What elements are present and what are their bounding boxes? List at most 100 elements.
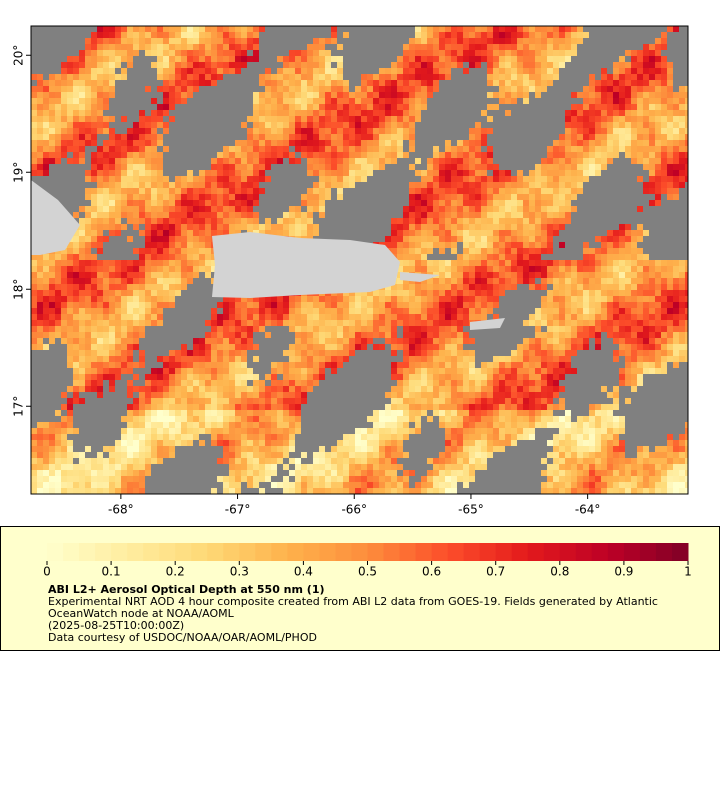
aod-cell: [421, 242, 427, 248]
aod-cell: [643, 110, 649, 116]
aod-cell: [523, 260, 529, 266]
aod-cell: [295, 230, 301, 236]
aod-cell: [67, 74, 73, 80]
aod-cell: [433, 170, 439, 176]
aod-cell: [73, 242, 79, 248]
aod-cell: [475, 182, 481, 188]
aod-cell: [331, 344, 337, 350]
aod-cell: [499, 254, 505, 260]
aod-cell: [79, 332, 85, 338]
aod-cell: [571, 122, 577, 128]
aod-cell: [511, 92, 517, 98]
aod-cell: [151, 98, 157, 104]
aod-cell: [325, 344, 331, 350]
aod-cell: [529, 38, 535, 44]
aod-cell: [481, 230, 487, 236]
aod-cell: [247, 314, 253, 320]
aod-cell: [427, 44, 433, 50]
aod-cell: [385, 284, 391, 290]
aod-cell: [301, 134, 307, 140]
aod-cell: [37, 74, 43, 80]
aod-cell: [301, 86, 307, 92]
aod-cell: [685, 266, 688, 272]
aod-cell: [613, 236, 619, 242]
aod-cell: [103, 104, 109, 110]
aod-cell: [319, 152, 325, 158]
aod-cell: [601, 410, 607, 416]
aod-cell: [223, 218, 229, 224]
aod-cell: [673, 182, 679, 188]
aod-cell: [31, 116, 37, 122]
aod-cell: [139, 32, 145, 38]
aod-cell: [223, 188, 229, 194]
aod-cell: [589, 116, 595, 122]
aod-cell: [571, 128, 577, 134]
aod-cell: [469, 296, 475, 302]
aod-cell: [595, 410, 601, 416]
aod-cell: [487, 224, 493, 230]
aod-cell: [541, 314, 547, 320]
aod-cell: [283, 308, 289, 314]
aod-cell: [451, 26, 457, 32]
aod-cell: [79, 74, 85, 80]
aod-cell: [589, 158, 595, 164]
aod-cell: [433, 350, 439, 356]
aod-cell: [211, 206, 217, 212]
aod-cell: [631, 320, 637, 326]
aod-cell: [565, 260, 571, 266]
aod-cell: [577, 164, 583, 170]
aod-cell: [265, 224, 271, 230]
aod-cell: [457, 290, 463, 296]
aod-cell: [79, 308, 85, 314]
aod-cell: [97, 86, 103, 92]
aod-cell: [379, 134, 385, 140]
aod-cell: [241, 374, 247, 380]
aod-cell: [325, 146, 331, 152]
aod-cell: [133, 278, 139, 284]
aod-cell: [175, 404, 181, 410]
aod-cell: [235, 206, 241, 212]
aod-cell: [49, 104, 55, 110]
aod-cell: [631, 290, 637, 296]
aod-cell: [247, 38, 253, 44]
aod-cell: [457, 146, 463, 152]
aod-cell: [211, 398, 217, 404]
aod-cell: [607, 272, 613, 278]
aod-cell: [229, 56, 235, 62]
aod-cell: [547, 56, 553, 62]
aod-cell: [583, 104, 589, 110]
aod-cell: [661, 302, 667, 308]
aod-cell: [427, 290, 433, 296]
aod-cell: [61, 278, 67, 284]
aod-cell: [31, 284, 37, 290]
aod-cell: [397, 248, 403, 254]
aod-cell: [199, 50, 205, 56]
aod-cell: [253, 26, 259, 32]
aod-cell: [559, 44, 565, 50]
aod-cell: [409, 314, 415, 320]
aod-cell: [577, 134, 583, 140]
aod-cell: [655, 308, 661, 314]
aod-cell: [535, 398, 541, 404]
aod-cell: [337, 356, 343, 362]
aod-cell: [307, 152, 313, 158]
aod-cell: [211, 218, 217, 224]
aod-cell: [205, 332, 211, 338]
aod-cell: [73, 344, 79, 350]
aod-cell: [97, 128, 103, 134]
aod-cell: [457, 50, 463, 56]
aod-cell: [265, 230, 271, 236]
aod-cell: [571, 338, 577, 344]
aod-cell: [433, 56, 439, 62]
aod-cell: [433, 212, 439, 218]
aod-cell: [607, 302, 613, 308]
aod-cell: [661, 116, 667, 122]
aod-cell: [445, 230, 451, 236]
aod-cell: [655, 80, 661, 86]
aod-cell: [241, 44, 247, 50]
aod-cell: [481, 254, 487, 260]
aod-cell: [343, 170, 349, 176]
aod-cell: [427, 188, 433, 194]
aod-cell: [31, 296, 37, 302]
